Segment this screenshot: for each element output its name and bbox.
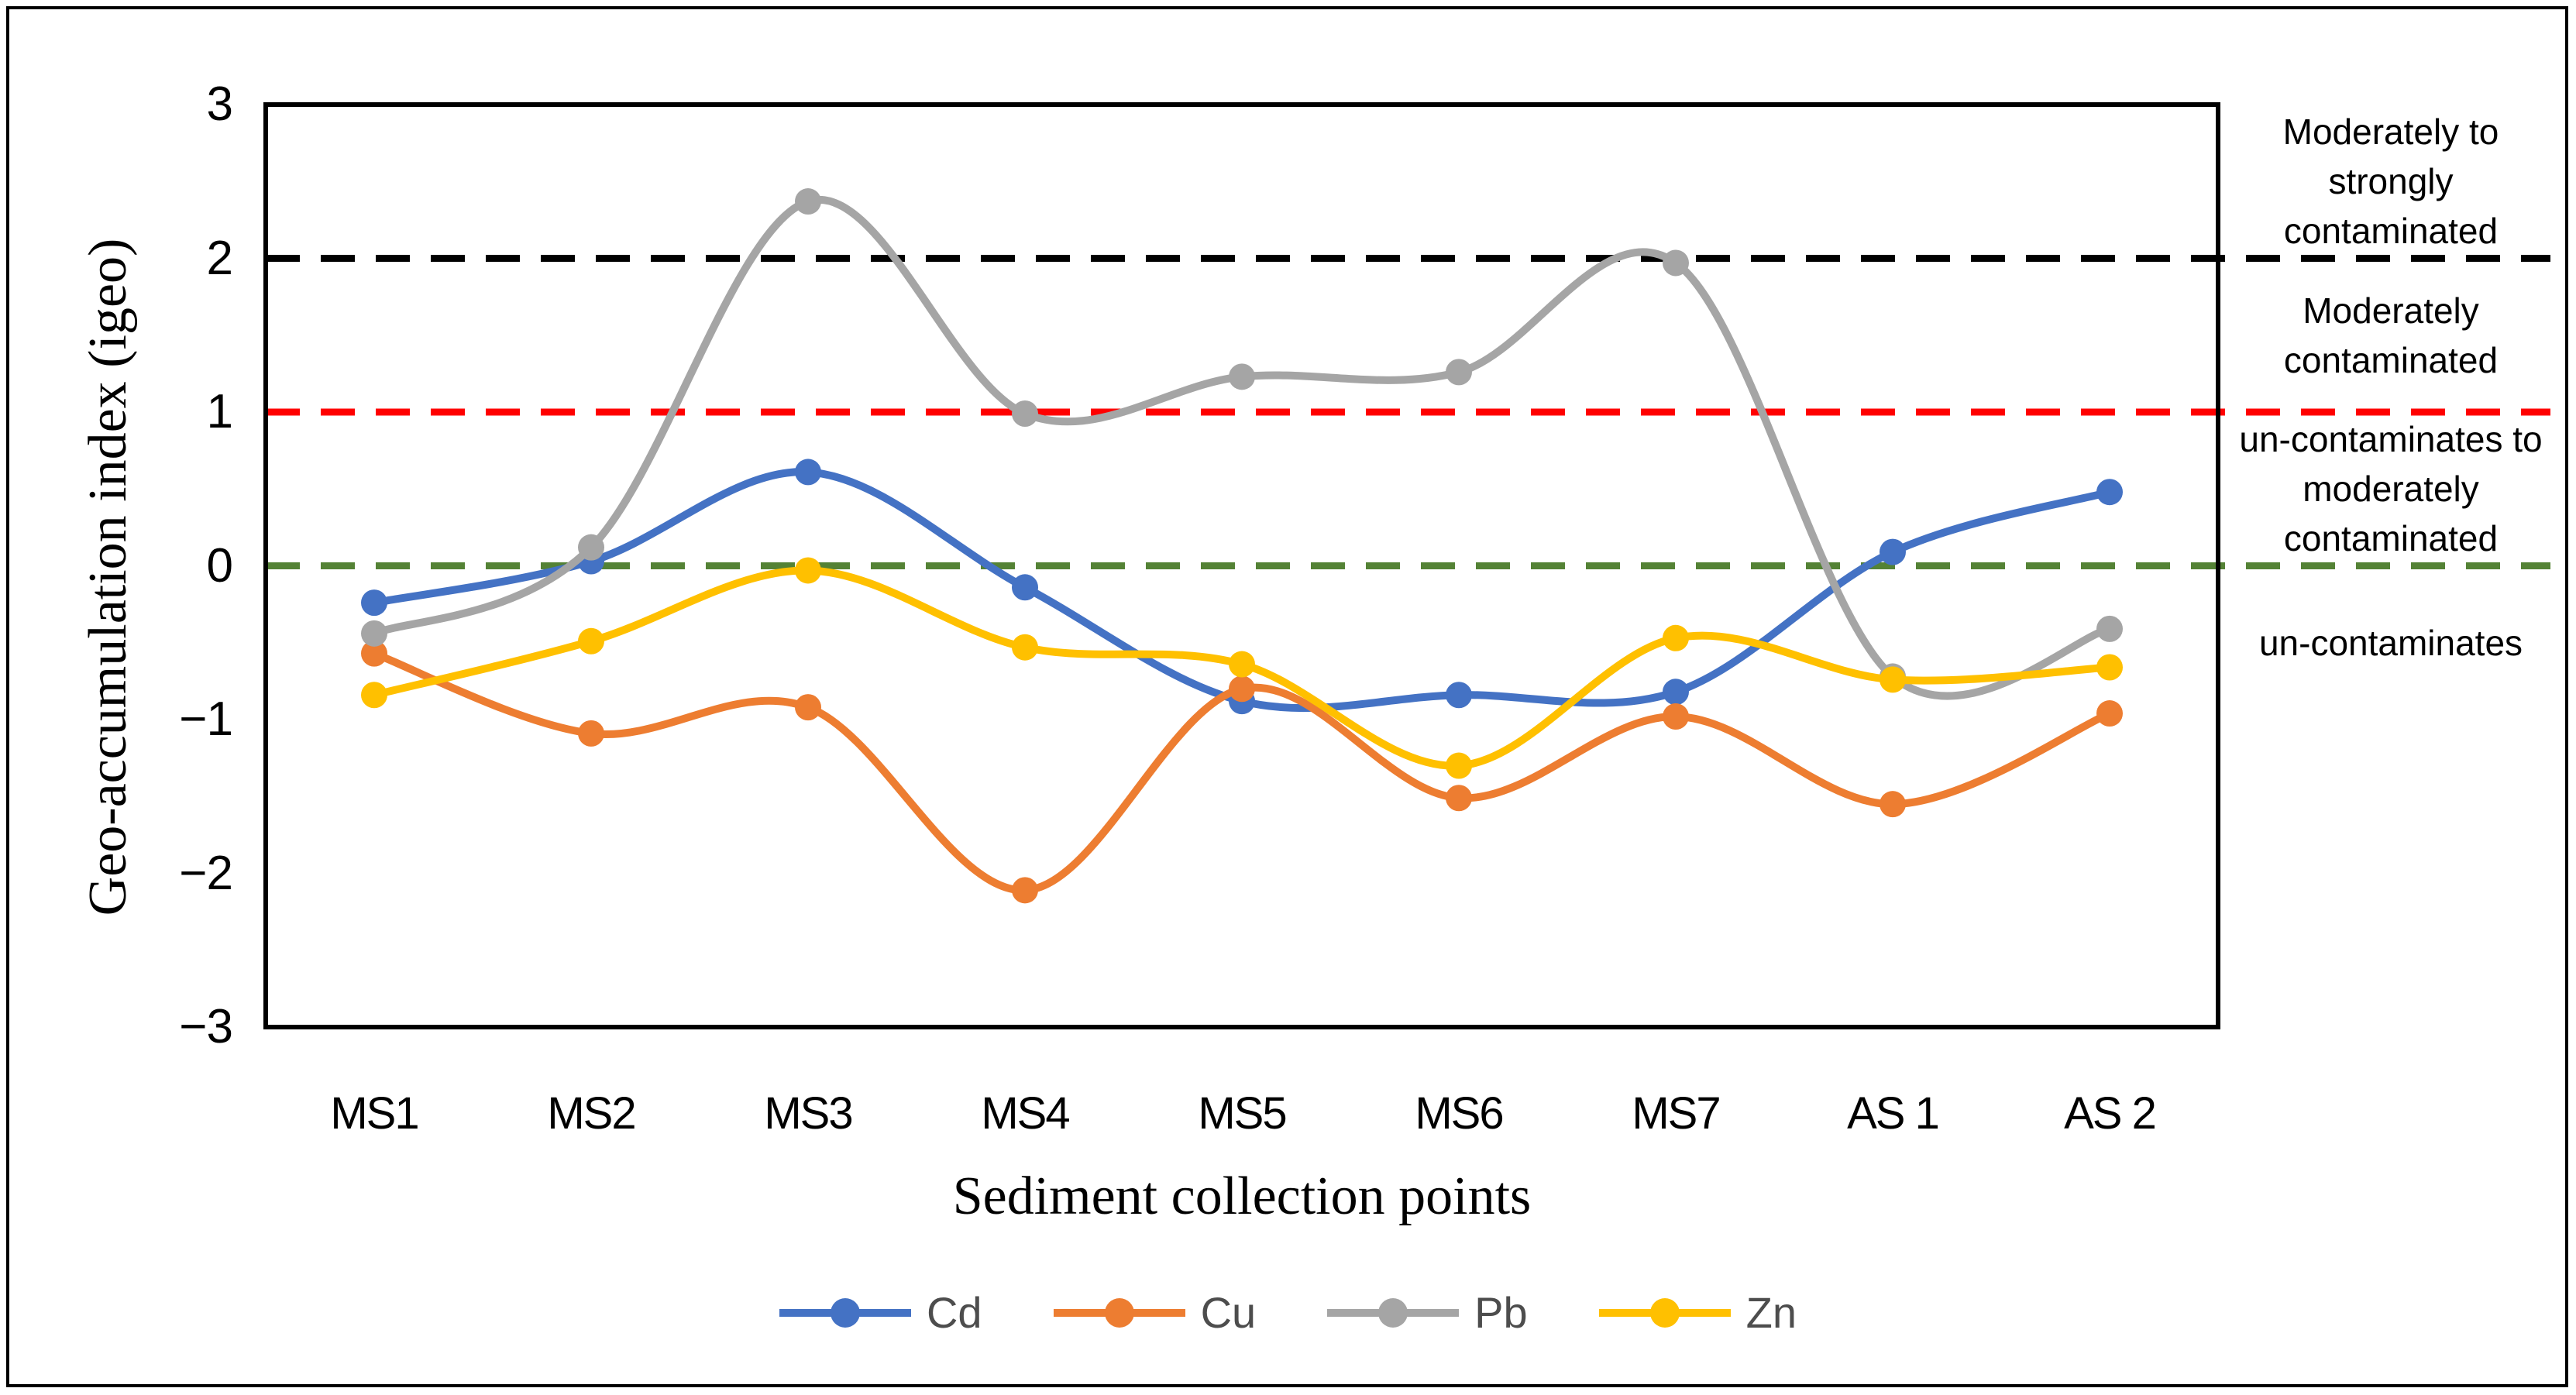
x-axis-tick-label: MS4 (981, 1088, 1070, 1139)
data-point-marker-Zn (2096, 654, 2123, 681)
data-point-marker-Pb (795, 188, 821, 215)
y-axis-tick-label: −3 (179, 1000, 233, 1053)
legend-label: Zn (1745, 1288, 1797, 1337)
legend-line-marker-icon (1053, 1297, 1185, 1328)
legend-dot-icon (1649, 1297, 1680, 1328)
data-point-marker-Zn (795, 557, 821, 584)
legend-dot-icon (1104, 1297, 1134, 1328)
y-axis-tick-label: 2 (206, 231, 233, 285)
data-point-marker-Cu (361, 640, 387, 667)
data-point-marker-Zn (361, 682, 387, 709)
data-point-marker-Zn (1229, 651, 1255, 678)
legend-item: Pb (1327, 1287, 1528, 1338)
x-axis-title: Sediment collection points (952, 1167, 1532, 1226)
data-point-marker-Cd (1880, 538, 1906, 565)
data-point-marker-Zn (1663, 624, 1689, 651)
data-point-marker-Cu (1880, 791, 1906, 818)
legend: Cd Cu Pb Zn (0, 1287, 2576, 1338)
x-axis-tick-label: MS6 (1415, 1088, 1504, 1139)
x-axis-tick-label: MS5 (1198, 1088, 1287, 1139)
x-axis-tick-label: MS2 (547, 1088, 636, 1139)
zone-label: Moderately to strongly contaminated (2282, 112, 2499, 252)
data-point-marker-Cu (1446, 785, 1472, 812)
data-point-marker-Pb (578, 534, 604, 561)
zone-label: un-contaminates (2258, 622, 2523, 663)
data-point-marker-Cd (795, 459, 821, 486)
zone-label: un-contaminates to moderately contaminat… (2239, 419, 2543, 559)
data-point-marker-Pb (2096, 615, 2123, 642)
data-point-marker-Cd (1663, 679, 1689, 706)
zone-label: Moderately contaminated (2283, 290, 2499, 380)
data-point-marker-Cu (1012, 877, 1038, 904)
legend-dot-icon (1378, 1297, 1408, 1328)
data-point-marker-Zn (1880, 666, 1906, 693)
data-point-marker-Zn (1446, 752, 1472, 779)
x-axis-tick-label: MS3 (764, 1088, 853, 1139)
legend-label: Pb (1474, 1288, 1528, 1337)
data-point-marker-Cu (1229, 675, 1255, 703)
data-point-marker-Cd (1446, 682, 1472, 709)
legend-item: Cd (779, 1287, 982, 1338)
legend-dot-icon (830, 1297, 860, 1328)
plot-border (263, 102, 2220, 1029)
y-axis-tick-label: 1 (206, 385, 233, 438)
data-point-marker-Pb (1012, 400, 1038, 427)
y-axis-tick-label: 0 (206, 538, 233, 593)
y-axis-tick-label: −1 (179, 692, 233, 746)
y-axis-title: Geo-accumulation index (igeo) (78, 238, 138, 916)
x-axis-tick-label: MS1 (330, 1088, 419, 1139)
legend-line-marker-icon (1327, 1297, 1460, 1328)
data-point-marker-Cu (2096, 700, 2123, 727)
data-point-marker-Cu (795, 694, 821, 721)
data-point-marker-Cd (361, 589, 387, 617)
legend-label: Cd (926, 1288, 982, 1337)
legend-item: Zn (1598, 1287, 1797, 1338)
data-point-marker-Pb (1446, 359, 1472, 386)
x-axis-tick-label: AS 2 (2064, 1088, 2157, 1139)
data-point-marker-Zn (1012, 634, 1038, 661)
data-point-marker-Cd (1012, 574, 1038, 601)
x-axis-tick-label: AS 1 (1847, 1088, 1940, 1139)
legend-line-marker-icon (1598, 1297, 1731, 1328)
figure-border (6, 6, 2568, 1387)
data-point-marker-Cu (578, 720, 604, 747)
legend-item: Cu (1053, 1287, 1257, 1338)
data-point-marker-Pb (361, 620, 387, 647)
data-point-marker-Zn (578, 627, 604, 655)
legend-line-marker-icon (779, 1297, 911, 1328)
data-point-marker-Cu (1663, 703, 1689, 730)
legend-label: Cu (1200, 1288, 1257, 1337)
data-point-marker-Pb (1229, 363, 1255, 390)
data-point-marker-Cd (2096, 479, 2123, 506)
x-axis-tick-label: MS7 (1632, 1088, 1721, 1139)
data-point-marker-Pb (1663, 249, 1689, 277)
y-axis-tick-label: −2 (179, 846, 233, 900)
y-axis-tick-label: 3 (206, 77, 233, 131)
